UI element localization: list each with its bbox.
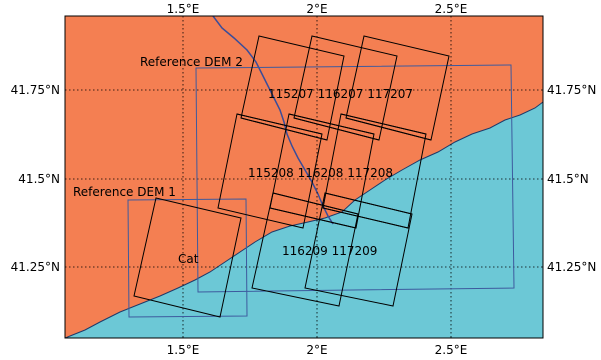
lat-tick-right-41-25: 41.25°N (547, 260, 596, 274)
lon-tick-bottom-2: 2°E (306, 343, 327, 357)
reference-dem-2-outline (195, 64, 515, 293)
footprint-overlap-line (340, 113, 427, 135)
reference-dem-1-label: Reference DEM 1 (73, 185, 176, 199)
footprint-overlap-line (272, 192, 359, 215)
lat-tick-left-41-75: 41.75°N (11, 83, 60, 97)
footprint-cat (133, 197, 242, 318)
lon-tick-bottom-2-5: 2.5°E (435, 343, 468, 357)
footprint-overlap-line (345, 117, 432, 141)
lat-tick-left-41-5: 41.5°N (18, 172, 60, 186)
footprint-overlap-line (324, 192, 413, 215)
lon-tick-top-1-5: 1.5°E (167, 2, 200, 16)
graticule (65, 16, 543, 338)
footprint-overlap-line (288, 113, 375, 135)
footprints (133, 35, 450, 318)
lon-tick-top-2-5: 2.5°E (435, 2, 468, 16)
dem-outlines (127, 64, 515, 318)
lat-tick-right-41-5: 41.5°N (547, 172, 589, 186)
footprint-overlap-line (293, 117, 380, 141)
lon-tick-bottom-1-5: 1.5°E (167, 343, 200, 357)
footprint-overlap-line (269, 207, 357, 229)
cat-label: Cat (178, 252, 199, 266)
land-area (65, 16, 543, 338)
footprint-overlap-line (322, 207, 409, 229)
reference-dem-2-label: Reference DEM 2 (140, 55, 243, 69)
footprint-row-207-label: 115207 116207 117207 (268, 87, 413, 101)
lat-tick-right-41-75: 41.75°N (547, 83, 596, 97)
river (212, 16, 334, 225)
coastline (65, 101, 543, 338)
footprint-overlap-line (236, 113, 323, 135)
footprint-overlap-line (240, 117, 328, 141)
lon-tick-top-2: 2°E (306, 2, 327, 16)
reference-dem-1-outline (127, 198, 248, 318)
footprint-row-208-label: 115208 116208 117208 (248, 166, 393, 180)
footprint-row-209-label: 116209 117209 (282, 244, 377, 258)
lat-tick-left-41-25: 41.25°N (11, 260, 60, 274)
map-frame (64, 15, 544, 339)
map-area (65, 16, 543, 338)
